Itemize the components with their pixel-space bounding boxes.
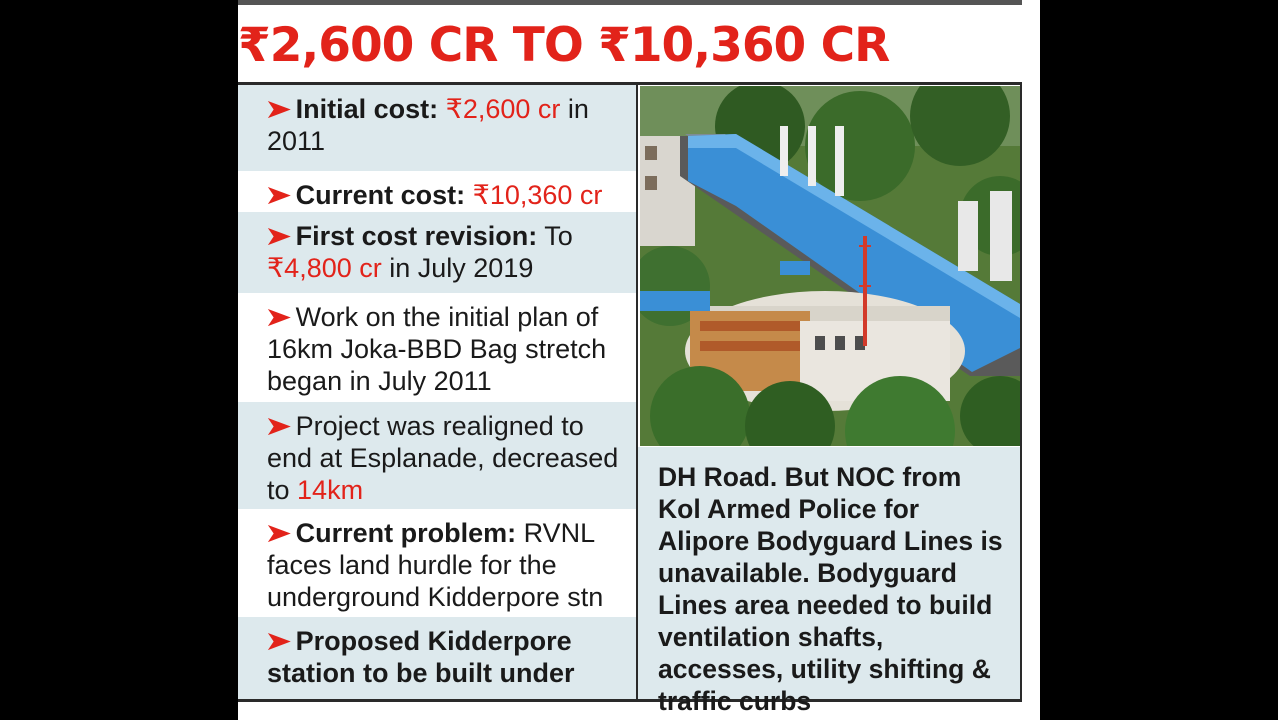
list-item-realignment: ➤ Project was realigned to end at Esplana… <box>238 402 636 509</box>
list-item-cost-revision: ➤ First cost revision: To ₹4,800 cr in Ju… <box>238 212 636 293</box>
list-item-initial-plan: ➤ Work on the initial plan of 16km Joka-B… <box>238 293 636 402</box>
arrow-bullet-icon: ➤ <box>264 94 293 124</box>
arrow-bullet-icon: ➤ <box>264 518 293 548</box>
arrow-bullet-icon: ➤ <box>264 626 293 656</box>
infographic-card: ₹2,600 CR TO ₹10,360 CR ➤ Initial cost: ₹… <box>238 0 1040 720</box>
arrow-bullet-icon: ➤ <box>264 221 293 251</box>
initial-cost-value: ₹2,600 cr <box>445 94 561 124</box>
initial-cost-label: Initial cost: <box>295 94 439 124</box>
realignment-text: Project was realigned to end at Esplanad… <box>267 411 619 505</box>
arrow-bullet-icon: ➤ <box>264 302 293 332</box>
cost-revision-label: First cost revision: <box>295 221 538 251</box>
continuation-box: DH Road. But NOC from Kol Armed Police f… <box>638 447 1020 716</box>
column-divider <box>636 85 638 699</box>
cost-revision-date: in July 2019 <box>381 253 534 283</box>
current-cost-label: Current cost: <box>295 180 466 210</box>
list-item-initial-cost: ➤ Initial cost: ₹2,600 cr in 2011 <box>238 85 636 171</box>
headline: ₹2,600 CR TO ₹10,360 CR <box>238 18 890 73</box>
proposed-station-text: Proposed Kidderpore station to be built … <box>267 626 575 688</box>
list-item-proposed-station: ➤ Proposed Kidderpore station to be built… <box>238 617 636 699</box>
cost-revision-value: ₹4,800 cr <box>267 253 382 283</box>
current-cost-value: ₹10,360 cr <box>472 180 603 210</box>
initial-plan-text: Work on the initial plan of 16km Joka-BB… <box>267 302 607 396</box>
list-item-current-cost: ➤ Current cost: ₹10,360 cr <box>238 171 636 212</box>
metro-station-illustration <box>640 86 1020 446</box>
arrow-bullet-icon: ➤ <box>264 180 293 210</box>
list-item-current-problem: ➤ Current problem: RVNL faces land hurdle… <box>238 509 636 617</box>
current-problem-label: Current problem: <box>295 518 517 548</box>
current-problem-text: RVNL faces land hurdle for the undergrou… <box>267 518 604 612</box>
continuation-text: DH Road. But NOC from Kol Armed Police f… <box>658 462 1003 716</box>
content-frame <box>238 82 1022 702</box>
arrow-bullet-icon: ➤ <box>264 411 293 441</box>
initial-cost-year: in 2011 <box>267 94 589 156</box>
top-rule <box>238 0 1022 5</box>
cost-list: ➤ Initial cost: ₹2,600 cr in 2011 ➤ Curren… <box>238 85 636 699</box>
metro-station-photo <box>640 86 1020 446</box>
cost-revision-to: To <box>537 221 573 251</box>
realignment-length: 14km <box>297 475 364 505</box>
